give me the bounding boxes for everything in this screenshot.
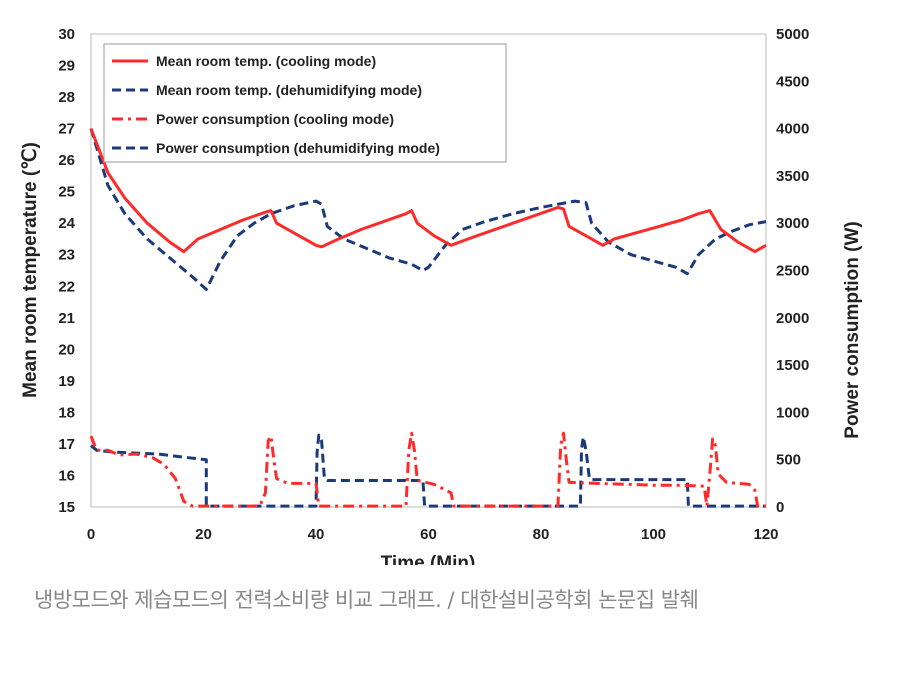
series-layer [89,128,767,508]
y-right-tick-label: 1500 [776,357,809,374]
chart: 15 16 17 18 19 20 21 22 23 24 25 26 27 28 29 30 0 500 100… [20,26,863,565]
y-right-axis-title: Power consumption (W) [842,221,863,438]
y-right-tick-label: 500 [776,452,801,469]
x-tick-labels: 0 20 40 60 80 100 120 [87,526,779,543]
y-left-tick-label: 16 [58,467,75,484]
y-left-tick-label: 15 [58,499,75,516]
x-axis-title: Time (Min) [381,553,476,565]
x-tick-label: 40 [308,526,325,543]
legend-label: Power consumption (cooling mode) [156,111,394,127]
y-left-tick-label: 26 [58,152,75,169]
y-left-axis-title: Mean room temperature (℃) [20,142,41,398]
series-line-4 [90,433,766,508]
y-left-tick-label: 20 [58,341,75,358]
x-tick-label: 120 [753,526,778,543]
y-right-tick-label: 3000 [776,215,809,232]
y-left-tick-label: 17 [58,436,75,453]
legend-label: Mean room temp. (cooling mode) [156,53,376,69]
y-right-tick-label: 2500 [776,263,809,280]
y-left-tick-label: 18 [58,404,75,421]
y-right-tick-label: 1000 [776,404,809,421]
plot-frame [90,33,767,508]
figure-caption: 냉방모드와 제습모드의 전력소비량 비교 그래프. / 대한설비공학회 논문집 … [34,588,699,612]
y-right-tick-label: 4000 [776,121,809,138]
x-tick-label: 60 [420,526,437,543]
x-tick-label: 80 [533,526,550,543]
y-left-tick-label: 28 [58,89,75,106]
x-tick-label: 0 [87,526,95,543]
x-tick-label: 100 [641,526,666,543]
y-left-tick-label: 24 [58,215,75,232]
series-line-3 [89,431,766,508]
y-left-tick-label: 22 [58,278,75,295]
y-left-tick-label: 19 [58,373,75,390]
y-left-tick-label: 29 [58,58,75,75]
y-left-tick-label: 25 [58,184,75,201]
chart-figure: 15 16 17 18 19 20 21 22 23 24 25 26 27 28 29 30 0 500 100… [20,26,863,565]
y-left-tick-label: 30 [58,26,75,43]
y-right-tick-label: 3500 [776,168,809,185]
y-left-tick-label: 23 [58,247,75,264]
x-tick-label: 20 [195,526,212,543]
legend-label: Power consumption (dehumidifying mode) [156,140,440,156]
y-left-tick-label: 21 [58,310,75,327]
y-left-tick-label: 27 [58,121,75,138]
legend: Mean room temp. (cooling mode) Mean room … [103,43,507,163]
y-right-tick-label: 2000 [776,310,809,327]
legend-label: Mean room temp. (dehumidifying mode) [156,82,422,98]
y-right-tick-label: 0 [776,499,784,516]
y-right-tick-label: 5000 [776,26,809,43]
y-right-tick-label: 4500 [776,73,809,90]
series-line-1 [89,128,767,254]
y-left-tick-labels: 15 16 17 18 19 20 21 22 23 24 25 26 27 28 29 30 [58,26,75,516]
series-line-2 [89,128,767,291]
legend-box [103,43,507,163]
y-right-tick-labels: 0 500 1000 1500 2000 2500 3000 3500 4000 4500 5000 [776,26,809,516]
